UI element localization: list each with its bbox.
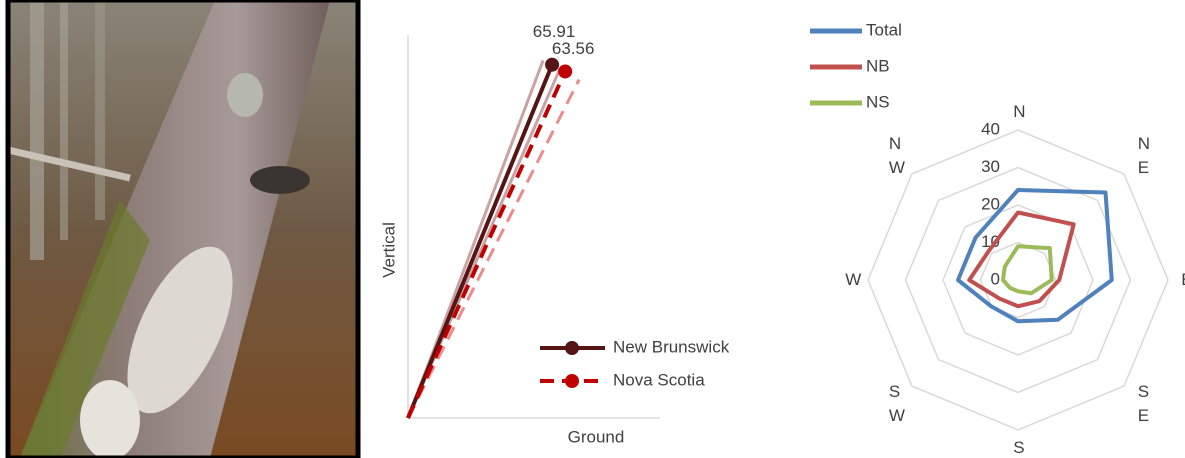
angle-axes xyxy=(408,35,660,418)
category-label: SE xyxy=(1138,380,1147,428)
category-label: SW xyxy=(889,380,898,428)
grid-ring xyxy=(943,205,1093,355)
category-label: S xyxy=(1013,436,1022,458)
grid-ring xyxy=(868,130,1168,430)
category-label: E xyxy=(1181,268,1185,292)
category-label: NE xyxy=(1138,132,1147,180)
lean-point xyxy=(545,58,559,72)
category-label: N xyxy=(1013,100,1022,124)
category-label: W xyxy=(845,268,854,292)
legend-label: Nova Scotia xyxy=(613,370,705,389)
legend-label: NS xyxy=(866,92,890,111)
grid-ring xyxy=(906,168,1131,393)
x-axis-title: Ground xyxy=(568,427,625,446)
figure: Vertical Ground 65.91New Brunswick63.56N… xyxy=(0,0,1185,458)
legend-label: New Brunswick xyxy=(613,337,730,356)
legend-marker xyxy=(565,374,579,388)
figure-canvas: Vertical Ground 65.91New Brunswick63.56N… xyxy=(0,0,1185,458)
r-tick-label: 0 xyxy=(991,269,1000,288)
range-line xyxy=(408,80,579,418)
legend-marker xyxy=(565,341,579,355)
lean-line xyxy=(408,71,565,418)
photo xyxy=(8,0,358,458)
r-tick-label: 40 xyxy=(981,119,1000,138)
category-label: NW xyxy=(889,132,898,180)
lean-line xyxy=(408,65,552,418)
y-axis-title: Vertical xyxy=(379,222,398,278)
legend-label: Total xyxy=(866,20,902,39)
lean-point xyxy=(558,64,572,78)
r-tick-label: 30 xyxy=(981,157,1000,176)
legend-label: NB xyxy=(866,56,890,75)
data-label: 63.56 xyxy=(552,39,595,58)
